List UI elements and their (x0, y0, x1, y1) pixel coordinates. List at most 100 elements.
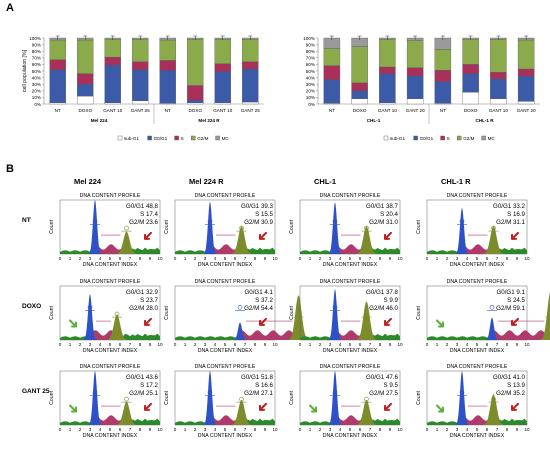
x-tick-label: 2 (194, 342, 197, 347)
stat-s: S 17.4 (140, 211, 158, 218)
x-tick-label: 8 (139, 256, 142, 261)
bar-segment-g2-m (242, 39, 258, 61)
bar-segment-g2-m (187, 39, 203, 85)
x-tick-label: 6 (359, 342, 362, 347)
x-tick-label: 8 (379, 342, 382, 347)
x-tick-label: 3 (89, 342, 92, 347)
x-tick-label: NT (55, 108, 61, 113)
red-arrow-icon (260, 233, 266, 239)
legend-label: MC (222, 136, 230, 141)
y-axis-label: cell population [%] (22, 49, 28, 92)
x-tick-label: 9 (264, 342, 267, 347)
x-tick-label: 2 (319, 342, 322, 347)
x-tick-label: 8 (379, 427, 382, 432)
bar-segment-g0-g1 (518, 76, 534, 101)
x-tick-label: 4 (214, 427, 217, 432)
x-tick-label: DOXO (188, 108, 202, 113)
bar-segment-s (132, 62, 148, 70)
g0g1-peak (87, 371, 103, 425)
x-tick-label: 0 (174, 427, 177, 432)
bar-segment-s (518, 69, 534, 76)
legend-label: MC (488, 136, 496, 141)
y-tick-label: 90% (306, 42, 315, 47)
y-tick-label: 30% (306, 82, 315, 87)
stat-g2m: G2/M 23.6 (129, 219, 158, 226)
x-tick-label: 8 (254, 256, 257, 261)
y-tick-label: 0% (34, 102, 41, 107)
x-tick-label: 3 (89, 427, 92, 432)
stat-g2m: G2/M 46.0 (369, 305, 398, 312)
legend-label: sub-G1 (124, 136, 140, 141)
stat-g0g1: G0/G1 39.3 (241, 203, 274, 210)
x-tick-label: 6 (234, 342, 237, 347)
g0g1-peak (327, 289, 343, 340)
legend-swatch (191, 136, 195, 140)
plot-title: DNA CONTENT PROFILE (195, 279, 256, 285)
x-tick-label: 10 (272, 342, 278, 347)
x-tick-label: 9 (149, 427, 152, 432)
plot-title: DNA CONTENT PROFILE (320, 193, 381, 199)
legend-swatch (457, 136, 461, 140)
red-arrow-icon (145, 233, 151, 239)
gate-handle (125, 226, 129, 230)
group-label: CHL-1 (367, 118, 381, 123)
stat-g0g1: G0/G1 47.6 (366, 374, 399, 381)
x-tick-label: DOXO (464, 108, 478, 113)
red-arrow-icon (512, 319, 518, 325)
x-tick-label: 1 (309, 256, 312, 261)
x-tick-label: 4 (466, 256, 469, 261)
bar-segment-s (187, 86, 203, 101)
x-tick-label: 5 (349, 427, 352, 432)
legend-label: G2/M (197, 136, 208, 141)
x-tick-label: 10 (397, 342, 403, 347)
x-tick-label: 8 (139, 342, 142, 347)
x-tick-label: 2 (319, 427, 322, 432)
bar-segment-g2-m (463, 39, 479, 64)
stat-g2m: G2/M 27.5 (369, 390, 398, 397)
x-tick-label: 10 (397, 427, 403, 432)
bar-segment-g0-g1 (407, 76, 423, 99)
y-tick-label: 10% (306, 95, 315, 100)
y-tick-label: 50% (306, 69, 315, 74)
bar-segment-s (407, 68, 423, 76)
stat-s: S 9.5 (384, 382, 399, 389)
x-tick-label: 10 (524, 427, 530, 432)
bar-segment-g0-g1 (160, 70, 176, 103)
x-tick-label: 5 (476, 256, 479, 261)
x-tick-label: 8 (506, 256, 509, 261)
bar-segment-s (490, 72, 506, 79)
bar-segment-s (242, 62, 258, 69)
x-tick-label: 0 (299, 427, 302, 432)
red-arrow-icon (385, 404, 391, 410)
red-arrow-icon (145, 319, 151, 325)
legend-swatch (384, 136, 388, 140)
g0g1-peak (454, 371, 470, 425)
bar-segment-sub-g1 (379, 103, 395, 104)
plot-title: DNA CONTENT PROFILE (447, 193, 508, 199)
plot-title: DNA CONTENT PROFILE (320, 364, 381, 370)
bar-segment-sub-g1 (132, 101, 148, 104)
bar-segment-g0-g1 (132, 70, 148, 101)
stat-g0g1: G0/G1 32.9 (126, 289, 159, 296)
y-tick-label: 70% (32, 56, 41, 61)
x-tick-label: 1 (436, 427, 439, 432)
g0g1-peak (202, 371, 218, 425)
bar-segment-s (160, 60, 176, 70)
x-tick-label: GANT 20 (517, 108, 537, 113)
x-axis-label: DNA CONTENT INDEX (450, 348, 505, 354)
stat-s: S 37.2 (255, 297, 273, 304)
x-tick-label: 9 (389, 427, 392, 432)
stat-g2m: G2/M 25.1 (129, 390, 158, 397)
bar-segment-sub-g1 (50, 103, 66, 104)
stat-s: S 23.7 (140, 297, 158, 304)
y-tick-label: 60% (32, 62, 41, 67)
stat-g0g1: G0/G1 48.8 (126, 203, 159, 210)
y-axis-label: Count (49, 391, 55, 405)
bar-segment-g2-m (490, 39, 506, 72)
x-tick-label: 3 (456, 256, 459, 261)
x-tick-label: 1 (184, 427, 187, 432)
x-tick-label: 3 (456, 342, 459, 347)
